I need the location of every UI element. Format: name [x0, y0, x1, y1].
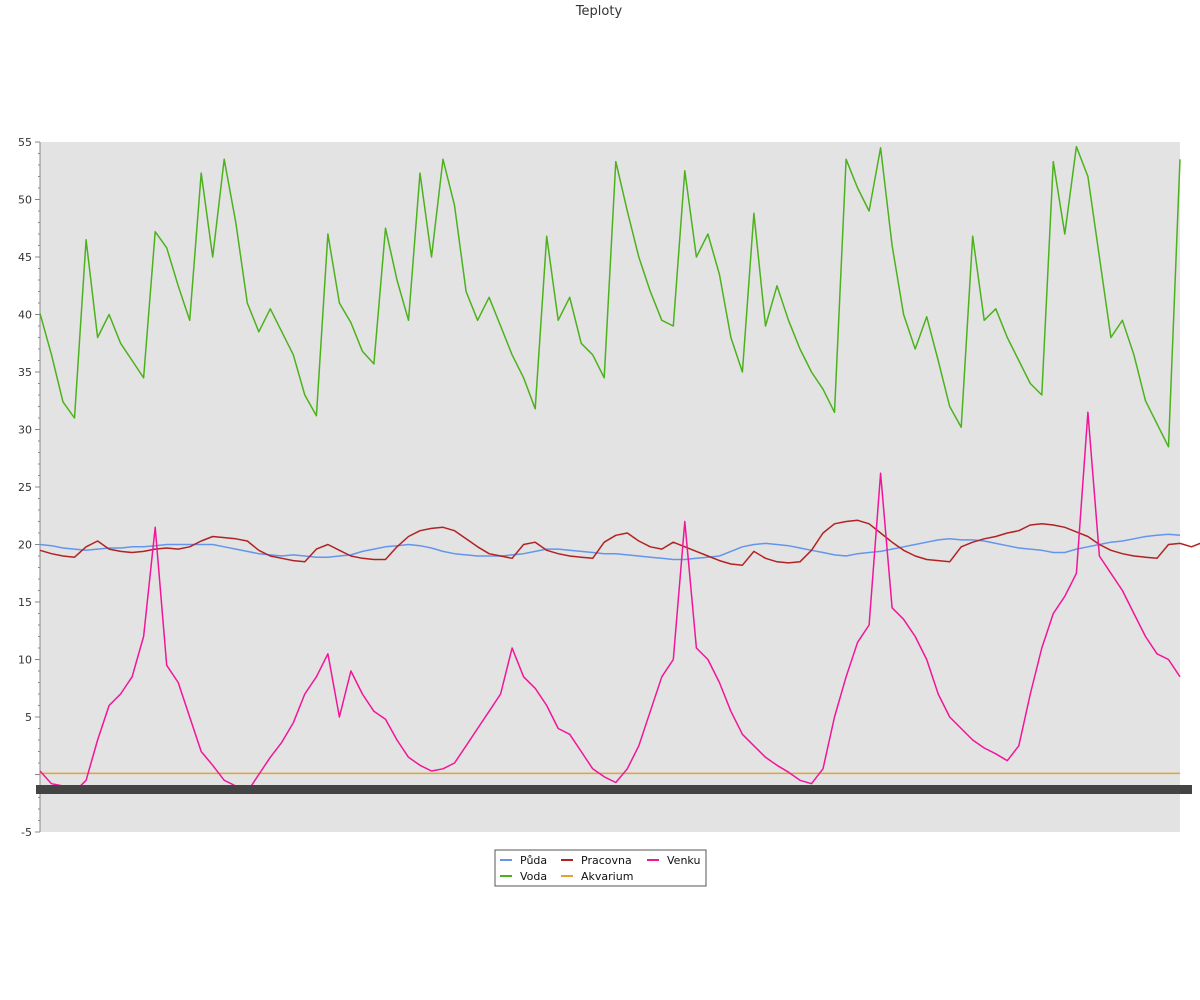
series-line-pracovna: [39, 519, 1200, 566]
y-tick-label: 20: [18, 539, 32, 552]
legend-label-venku: Venku: [667, 854, 700, 867]
legend-label-akvarium: Akvarium: [581, 870, 633, 883]
x-axis-band: [36, 785, 1192, 794]
legend-frame: [494, 849, 707, 887]
y-tick-label: 5: [25, 711, 32, 724]
y-tick-label: 15: [18, 596, 32, 609]
legend-entry-puda: Půda: [500, 854, 547, 867]
legend-entry-voda: Voda: [500, 870, 547, 883]
legend-entry-venku: Venku: [647, 854, 700, 867]
legend: Půda Pracovna Venku Voda Akvarium: [494, 849, 707, 887]
series-line-voda: [39, 145, 1181, 448]
legend-entry-akvarium: Akvarium: [561, 870, 633, 883]
y-tick-label: 25: [18, 481, 32, 494]
y-tick-label: 35: [18, 366, 32, 379]
y-tick-label: 55: [18, 136, 32, 149]
y-tick-label: 50: [18, 194, 32, 207]
y-tick-label: 40: [18, 309, 32, 322]
y-tick-label: 30: [18, 424, 32, 437]
legend-label-pracovna: Pracovna: [581, 854, 632, 867]
legend-label-puda: Půda: [520, 854, 547, 867]
legend-entry-pracovna: Pracovna: [561, 854, 632, 867]
x-tick-label-band: [36, 785, 1192, 794]
series-line-puda: [39, 533, 1181, 561]
y-tick-label: -5: [21, 826, 32, 839]
series-layer: [39, 145, 1200, 793]
y-tick-label: 10: [18, 654, 32, 667]
series-line-venku: [39, 411, 1181, 793]
y-tick-label: 45: [18, 251, 32, 264]
chart-title: Teploty: [575, 4, 623, 19]
y-axis: -5 5 10 15 20 25 30 35 40 45 50 55: [18, 136, 41, 839]
legend-label-voda: Voda: [520, 870, 547, 883]
